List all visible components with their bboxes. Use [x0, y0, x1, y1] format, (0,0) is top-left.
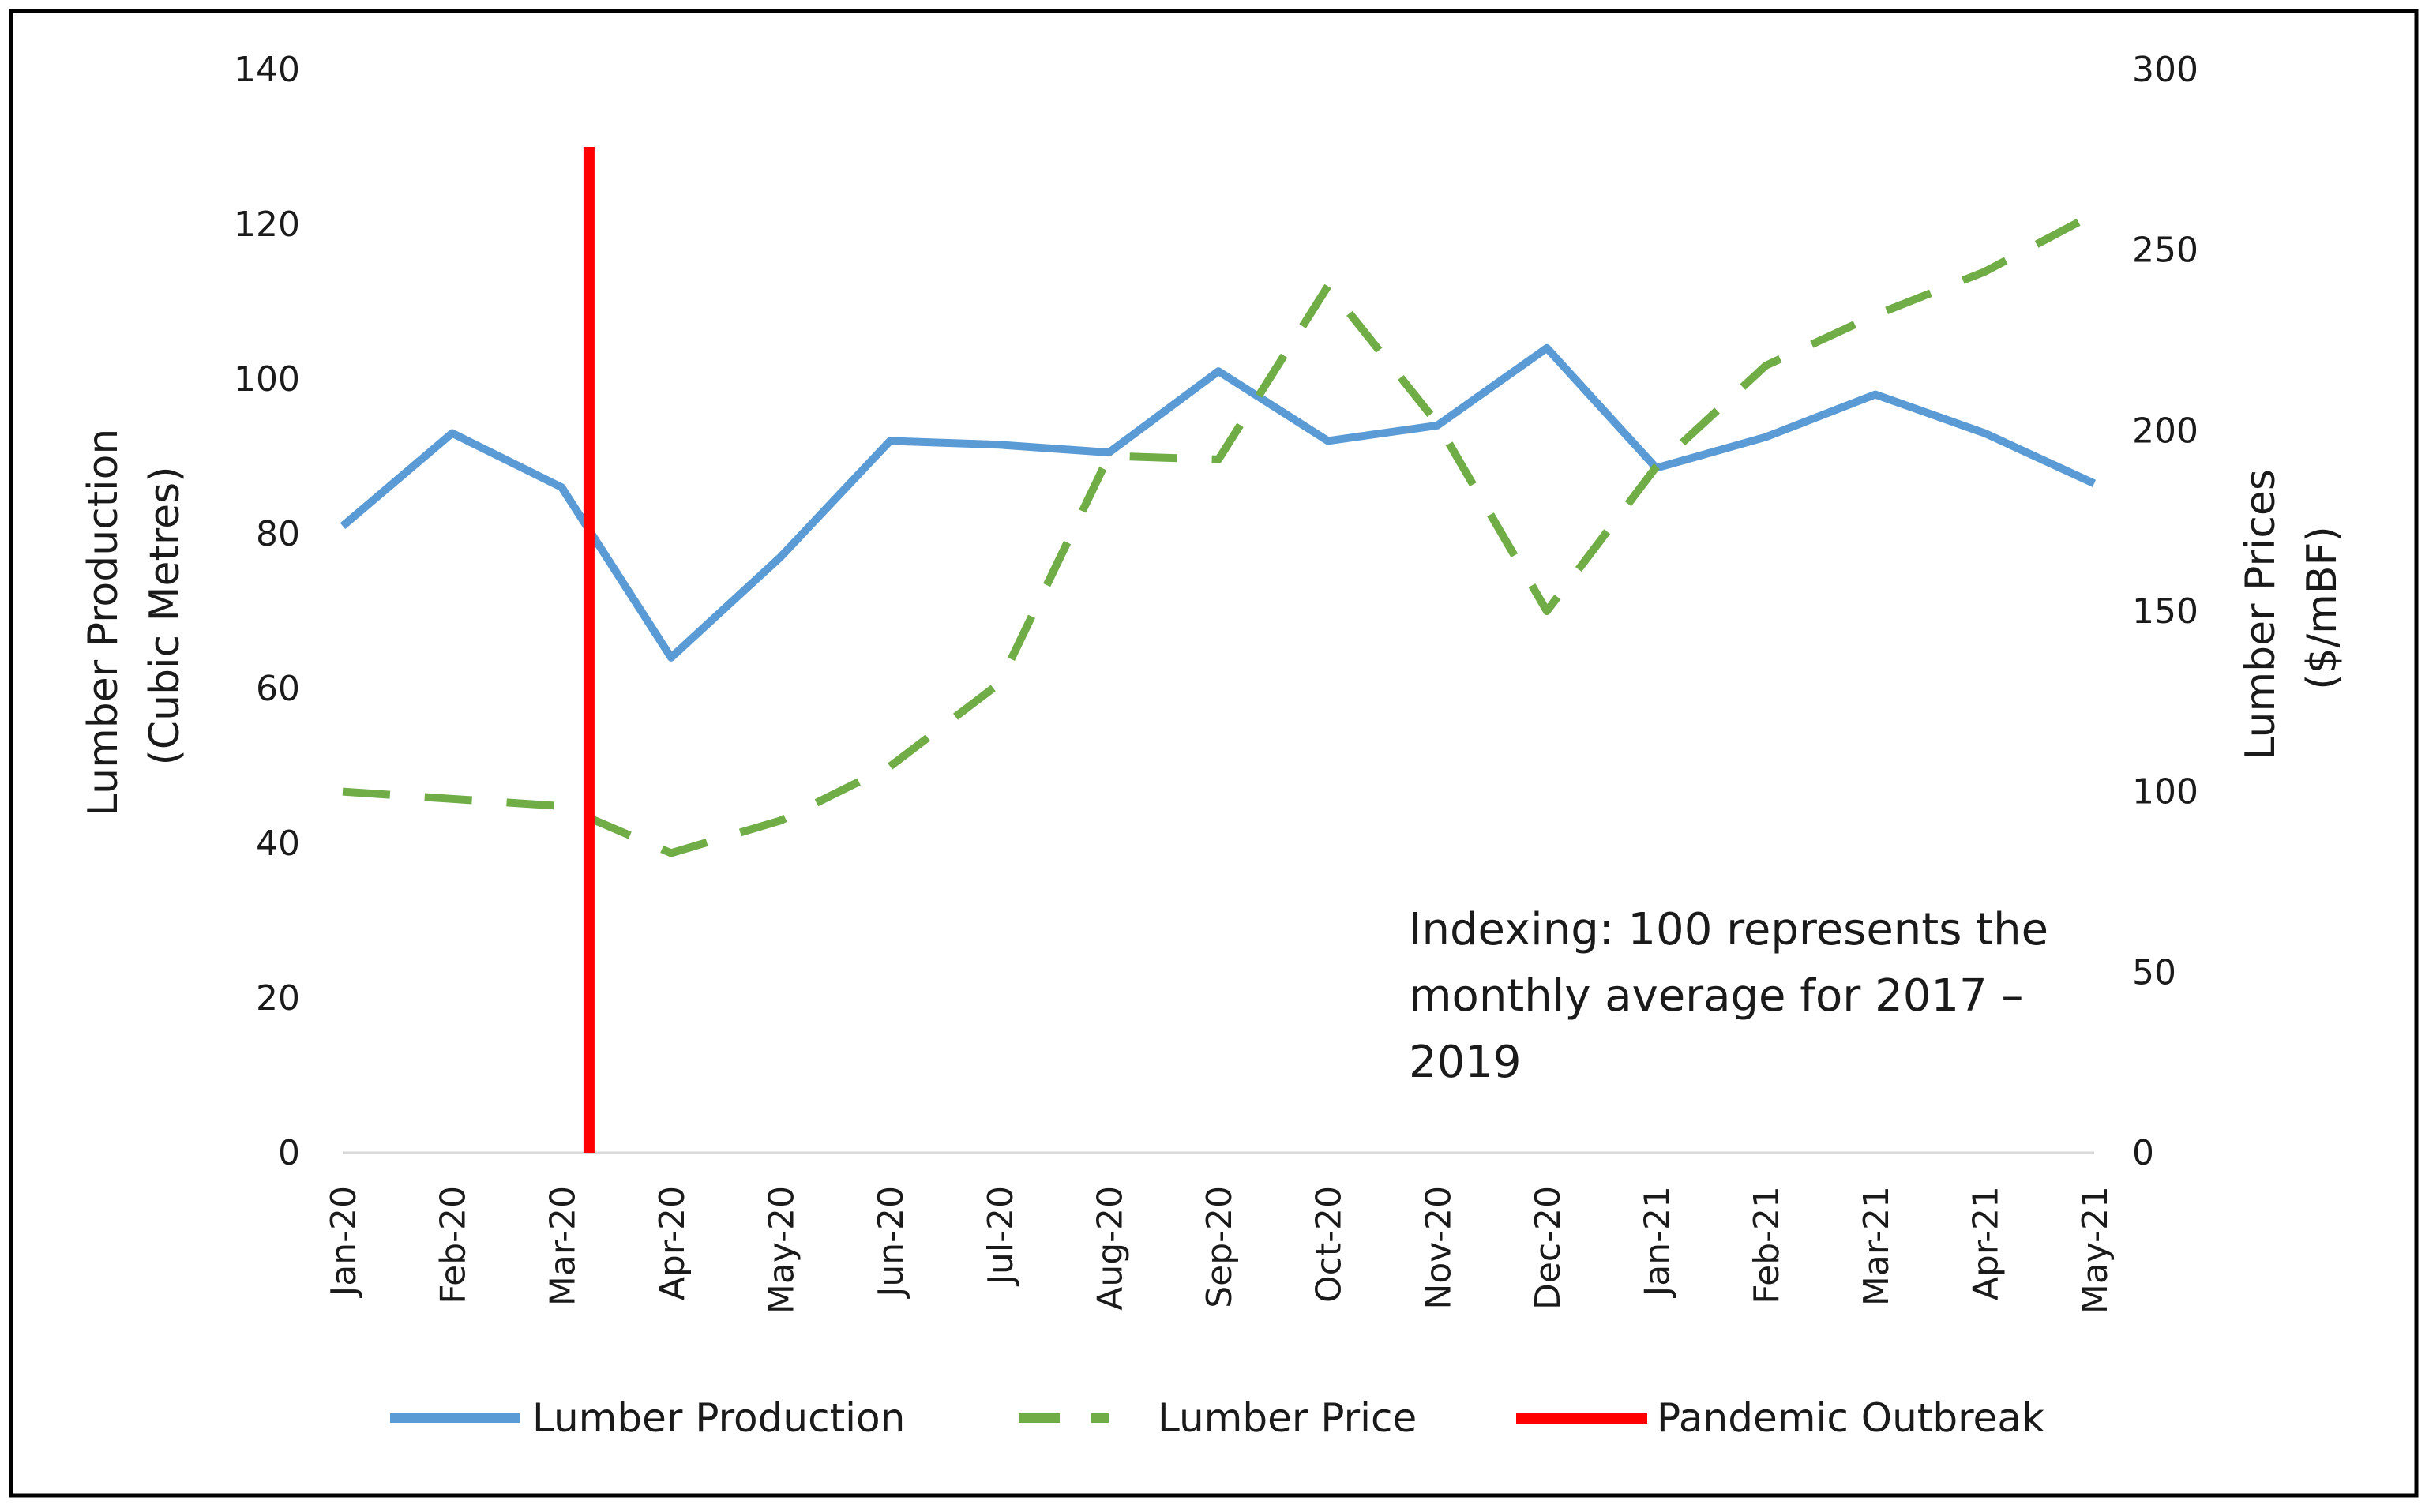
left-tick-label: 40	[256, 824, 300, 864]
left-axis-title-line2: (Cubic Metres)	[141, 467, 189, 766]
index-note-line3: 2019	[1409, 1037, 1522, 1088]
legend: Lumber Production Lumber Price Pandemic …	[390, 1395, 2044, 1441]
right-axis-title-line1: Lumber Prices	[2237, 469, 2284, 760]
left-tick-label: 20	[256, 978, 300, 1019]
right-tick-label: 300	[2132, 50, 2198, 90]
x-tick-label: Sep-20	[1199, 1186, 1240, 1308]
x-tick-label: May-21	[2075, 1186, 2116, 1314]
x-tick-label: Feb-21	[1747, 1186, 1787, 1304]
legend-label-lumber-production: Lumber Production	[532, 1395, 905, 1441]
x-tick-label: Aug-20	[1090, 1186, 1130, 1311]
x-tick-label: Jan-20	[324, 1186, 364, 1299]
index-note-line2: monthly average for 2017 –	[1409, 970, 2023, 1022]
x-tick-label: Jun-20	[871, 1186, 911, 1300]
x-tick-label: Mar-21	[1856, 1186, 1897, 1306]
x-tick-label: May-20	[762, 1186, 802, 1314]
x-tick-label: Nov-20	[1418, 1186, 1459, 1310]
left-tick-label: 60	[256, 669, 300, 709]
x-tick-label: Dec-20	[1528, 1186, 1568, 1310]
x-tick-label: Oct-20	[1309, 1186, 1350, 1303]
right-axis-title-line2: ($/mBF)	[2299, 526, 2346, 689]
index-note-line1: Indexing: 100 represents the	[1409, 904, 2048, 955]
right-tick-label: 200	[2132, 411, 2198, 451]
left-tick-label: 0	[278, 1133, 300, 1173]
right-tick-label: 50	[2132, 952, 2176, 992]
x-tick-label: Apr-21	[1965, 1186, 2006, 1300]
left-tick-label: 120	[234, 204, 300, 245]
left-tick-label: 100	[234, 359, 300, 400]
right-tick-label: 0	[2132, 1133, 2154, 1173]
right-tick-label: 250	[2132, 231, 2198, 271]
right-tick-label: 100	[2132, 772, 2198, 812]
x-tick-label: Apr-20	[652, 1186, 693, 1300]
legend-label-pandemic-outbreak: Pandemic Outbreak	[1657, 1395, 2044, 1441]
right-tick-label: 150	[2132, 591, 2198, 632]
left-tick-label: 80	[256, 514, 300, 554]
x-tick-label: Feb-20	[434, 1186, 474, 1304]
x-tick-label: Jul-20	[981, 1186, 1021, 1287]
x-tick-label: Jan-21	[1638, 1186, 1678, 1299]
left-axis-title-line1: Lumber Production	[80, 429, 127, 816]
legend-label-lumber-price: Lumber Price	[1158, 1395, 1417, 1441]
x-tick-label: Mar-20	[542, 1186, 583, 1306]
left-tick-label: 140	[234, 50, 300, 90]
